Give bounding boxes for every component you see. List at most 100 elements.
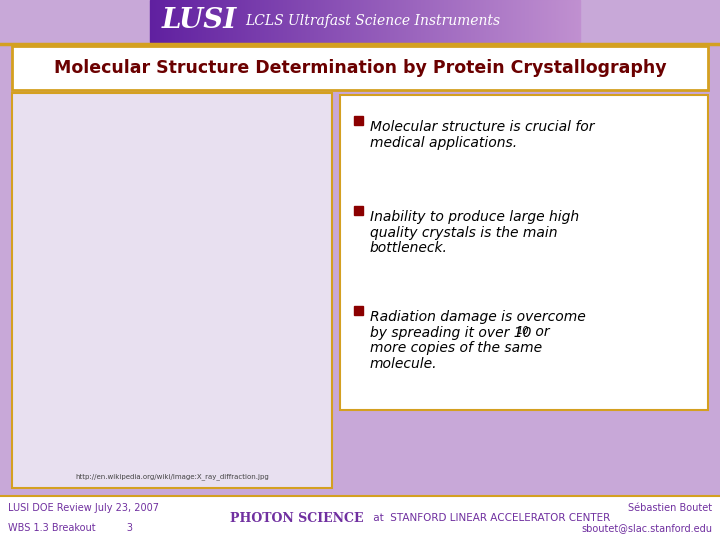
Text: Radiation damage is overcome: Radiation damage is overcome	[370, 310, 586, 324]
Bar	[154, 0, 155, 42]
Bar	[329, 0, 330, 42]
Bar	[416, 0, 417, 42]
Bar	[253, 0, 254, 42]
Bar	[225, 0, 226, 42]
Bar	[573, 0, 574, 42]
Text: Sébastien Boutet: Sébastien Boutet	[628, 503, 712, 514]
Bar	[388, 0, 389, 42]
Bar	[552, 0, 553, 42]
Text: medical applications.: medical applications.	[370, 136, 517, 150]
Bar	[232, 0, 233, 42]
Bar	[374, 0, 375, 42]
Bar	[512, 0, 513, 42]
Bar	[449, 0, 450, 42]
Bar	[170, 0, 171, 42]
Bar	[260, 0, 261, 42]
Bar	[240, 0, 241, 42]
Bar	[364, 0, 365, 42]
Bar	[293, 0, 294, 42]
Bar	[517, 0, 518, 42]
Bar	[228, 0, 229, 42]
Bar	[516, 0, 517, 42]
Bar	[317, 0, 318, 42]
Bar	[172, 0, 173, 42]
Bar	[247, 0, 248, 42]
Bar	[510, 0, 511, 42]
Bar	[236, 0, 237, 42]
Bar	[399, 0, 400, 42]
Text: at  STANFORD LINEAR ACCELERATOR CENTER: at STANFORD LINEAR ACCELERATOR CENTER	[370, 513, 611, 523]
Bar	[407, 0, 408, 42]
Bar	[250, 0, 251, 42]
Bar	[430, 0, 431, 42]
Bar	[415, 0, 416, 42]
Bar	[511, 0, 512, 42]
Bar	[445, 0, 446, 42]
Bar	[479, 0, 480, 42]
Bar	[444, 0, 445, 42]
Bar	[243, 0, 244, 42]
Text: molecule.: molecule.	[370, 356, 438, 370]
Bar	[341, 0, 342, 42]
Bar	[328, 0, 329, 42]
Bar	[198, 0, 199, 42]
Bar	[396, 0, 397, 42]
Bar	[454, 0, 455, 42]
Bar	[413, 0, 414, 42]
Bar	[394, 0, 395, 42]
Bar	[420, 0, 421, 42]
Bar	[183, 0, 184, 42]
Bar	[535, 0, 536, 42]
Bar	[376, 0, 377, 42]
Bar	[559, 0, 560, 42]
Bar	[405, 0, 406, 42]
Bar	[466, 0, 467, 42]
Bar	[484, 0, 485, 42]
Bar	[335, 0, 336, 42]
Bar	[282, 0, 283, 42]
Bar	[150, 0, 151, 42]
Bar	[279, 0, 280, 42]
Bar	[197, 0, 198, 42]
Bar	[216, 0, 217, 42]
Bar	[190, 0, 191, 42]
Bar	[363, 0, 364, 42]
Text: WBS 1.3 Breakout          3: WBS 1.3 Breakout 3	[8, 523, 133, 532]
Bar	[568, 0, 569, 42]
Bar	[428, 0, 429, 42]
Bar	[489, 0, 490, 42]
Bar	[310, 0, 311, 42]
Bar	[303, 0, 304, 42]
Bar	[570, 0, 571, 42]
Bar	[355, 0, 356, 42]
Text: Molecular structure is crucial for: Molecular structure is crucial for	[370, 120, 595, 134]
Bar	[296, 0, 297, 42]
Bar	[350, 0, 351, 42]
Bar	[365, 0, 366, 42]
Bar	[270, 0, 271, 42]
Bar	[289, 0, 290, 42]
Bar	[562, 0, 563, 42]
Bar	[325, 0, 326, 42]
Bar	[254, 0, 255, 42]
Bar	[162, 0, 163, 42]
Bar	[343, 0, 344, 42]
Bar	[515, 0, 516, 42]
Bar	[167, 0, 168, 42]
Bar	[203, 0, 204, 42]
Bar	[210, 0, 211, 42]
Bar	[258, 0, 259, 42]
Bar	[177, 0, 178, 42]
Bar	[299, 0, 300, 42]
Bar	[185, 0, 186, 42]
Bar	[180, 0, 181, 42]
Bar	[179, 0, 180, 42]
Text: by spreading it over 10: by spreading it over 10	[370, 326, 531, 340]
Bar	[553, 0, 554, 42]
Bar	[367, 0, 368, 42]
Bar	[218, 0, 219, 42]
Bar	[156, 0, 157, 42]
Bar	[366, 0, 367, 42]
Bar	[441, 0, 442, 42]
Bar	[547, 0, 548, 42]
